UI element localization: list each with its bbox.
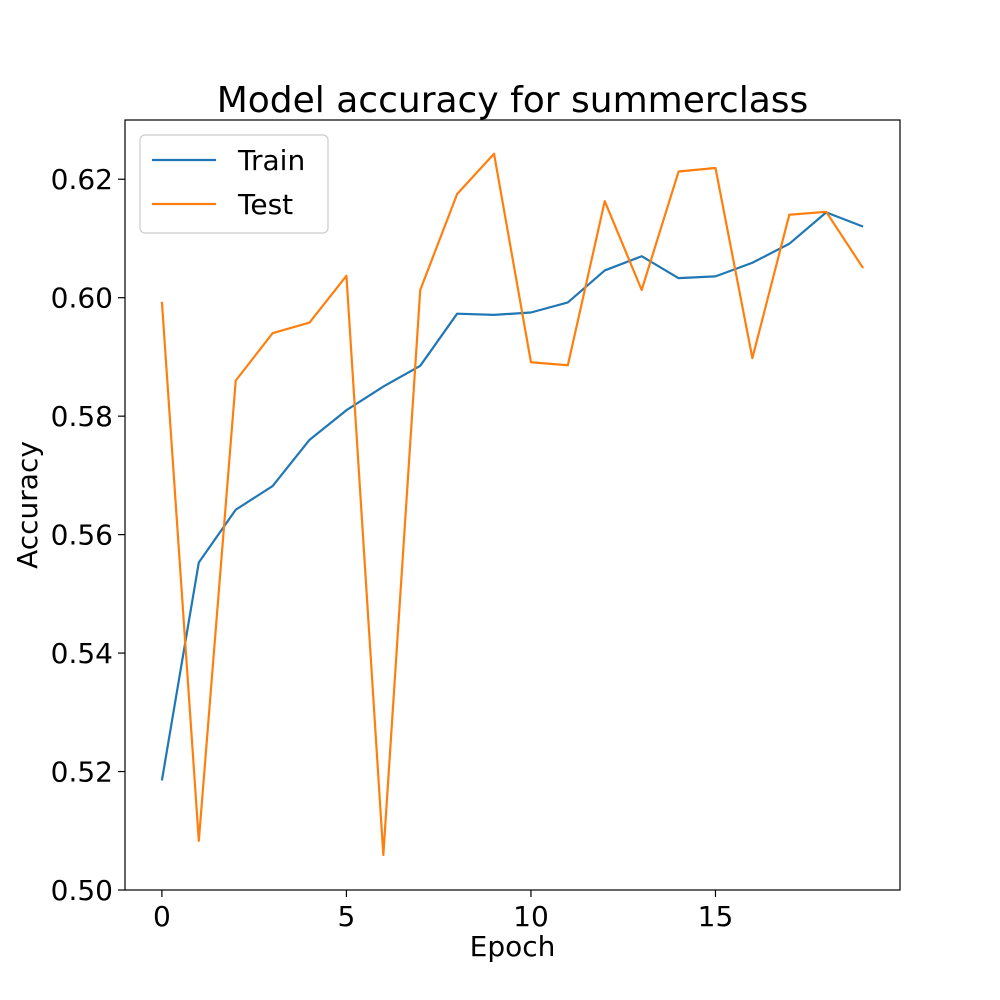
- legend-label-test: Test: [237, 188, 293, 221]
- legend: Train Test: [139, 134, 329, 234]
- y-tick-label: 0.62: [51, 163, 113, 196]
- y-tick-label: 0.56: [51, 519, 113, 552]
- chart-title: Model accuracy for summerclass: [217, 80, 809, 121]
- y-tick-label: 0.60: [51, 282, 113, 315]
- x-tick-label: 0: [153, 900, 171, 933]
- y-tick-label: 0.54: [51, 637, 113, 670]
- x-tick-label: 15: [698, 900, 734, 933]
- y-tick-label: 0.58: [51, 400, 113, 433]
- y-tick-label: 0.52: [51, 756, 113, 789]
- y-axis-ticks: 0.50 0.52 0.54 0.56 0.58 0.60 0.62: [51, 163, 125, 907]
- x-tick-label: 5: [338, 900, 356, 933]
- plot-area-frame: [124, 119, 901, 891]
- y-axis-label: Accuracy: [11, 441, 44, 569]
- legend-label-train: Train: [237, 144, 305, 177]
- x-axis-ticks: 0 5 10 15: [153, 890, 733, 933]
- y-tick-label: 0.50: [51, 874, 113, 907]
- series-line-train: [160, 211, 864, 781]
- series-line-test: [160, 152, 865, 857]
- series-layer: [160, 152, 865, 857]
- x-tick-label: 10: [513, 900, 549, 933]
- x-axis-label: Epoch: [470, 930, 556, 963]
